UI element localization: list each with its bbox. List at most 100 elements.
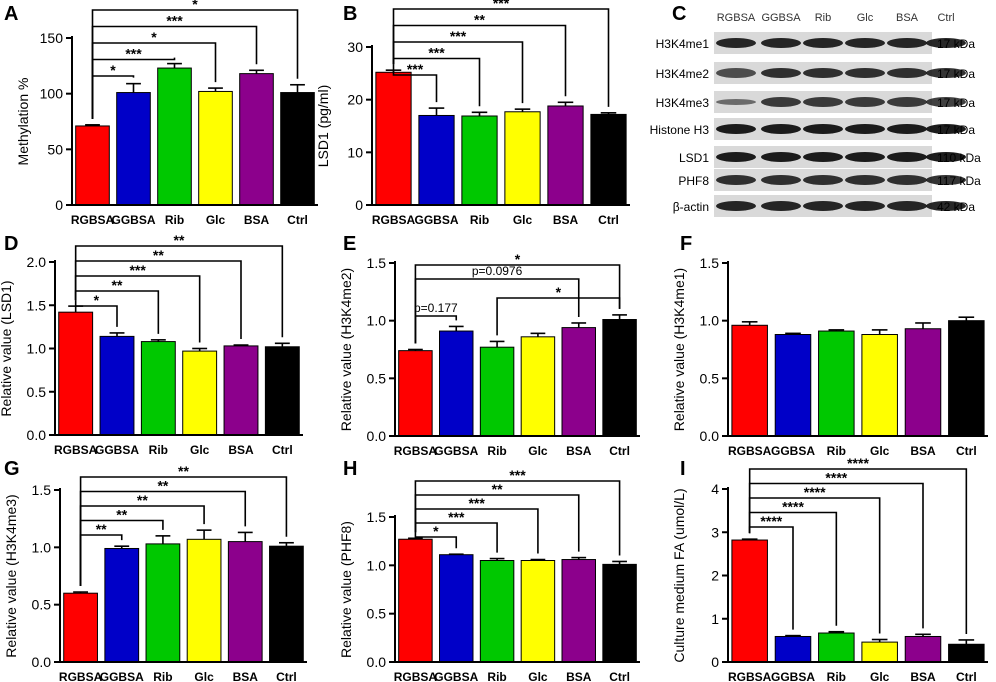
y-tick-label: 1.0: [700, 313, 720, 329]
band-size-label: 17 kDa: [937, 67, 975, 81]
bar-bsa: [547, 105, 584, 206]
x-tick-label: Ctrl: [598, 213, 619, 227]
bar-rgbsa: [731, 324, 768, 437]
x-tick-label: BSA: [566, 670, 592, 682]
significance-label: p=0.0976: [472, 264, 523, 278]
panel-letter: B: [343, 3, 357, 25]
significance-bracket: [74, 245, 284, 338]
x-tick-label: Ctrl: [956, 444, 977, 458]
significance-label: **: [492, 481, 503, 497]
significance-bracket: [414, 264, 621, 344]
band-size-label: 17 kDa: [937, 123, 975, 137]
x-tick-label: RGBSA: [372, 213, 416, 227]
bar-ggbsa: [116, 92, 151, 206]
significance-label: ***: [493, 0, 510, 11]
bar-glc: [182, 350, 218, 436]
y-tick-label: 0.0: [367, 428, 387, 444]
blot-band: [887, 97, 927, 107]
bar-rib: [140, 341, 176, 436]
blot-band: [887, 175, 927, 185]
bar-rgbsa: [398, 538, 433, 663]
significance-label: *: [433, 523, 439, 539]
bar-glc: [520, 560, 556, 663]
y-tick-label: 0: [355, 197, 363, 213]
x-tick-label: Rib: [165, 213, 184, 227]
significance-bracket: [79, 505, 205, 587]
significance-label: **: [96, 521, 107, 537]
y-tick-label: 0.5: [700, 370, 720, 386]
bar-bsa: [561, 327, 596, 437]
panel-letter: F: [680, 233, 692, 255]
significance-bracket: [414, 480, 621, 556]
blot-band: [761, 152, 801, 162]
y-tick-label: 0.5: [367, 370, 387, 386]
panel-letter: A: [4, 3, 18, 25]
protein-label: H3K4me1: [656, 37, 710, 51]
significance-label: *: [110, 62, 116, 78]
blot-band: [761, 97, 801, 107]
y-tick-label: 1: [711, 611, 719, 627]
panel-f: F 0.0 0.5 1.0 1.5 RGBSA GGBSA Rib Glc BSA Ctrl Rela…: [671, 233, 988, 458]
blot-band: [845, 68, 885, 78]
y-tick-label: 0: [55, 197, 63, 213]
bar-ctrl: [602, 319, 637, 437]
significance-label: **: [174, 232, 185, 248]
bar-ctrl: [602, 563, 637, 663]
x-tick-label: Glc: [528, 670, 548, 682]
y-tick-label: 10: [347, 144, 363, 160]
x-tick-label: RGBSA: [728, 670, 772, 682]
y-tick-label: 0: [711, 654, 719, 670]
significance-label: **: [153, 247, 164, 263]
significance-label: ***: [125, 46, 142, 62]
x-tick-label: Glc: [528, 444, 548, 458]
x-tick-label: Rib: [470, 213, 489, 227]
x-tick-label: BSA: [553, 213, 579, 227]
x-tick-label: Rib: [149, 443, 168, 457]
x-tick-label: Glc: [870, 444, 890, 458]
x-tick-label: Rib: [827, 444, 846, 458]
y-tick-label: 3: [711, 524, 719, 540]
y-tick-label: 0.5: [27, 384, 47, 400]
x-tick-label: RGBSA: [394, 444, 438, 458]
panel-letter: I: [680, 458, 686, 480]
band-size-label: 17 kDa: [937, 96, 975, 110]
y-tick-label: 0.5: [367, 606, 387, 622]
blot-band: [803, 124, 843, 134]
protein-label: H3K4me3: [656, 96, 710, 110]
x-tick-label: GGBSA: [771, 670, 815, 682]
significance-label: ****: [804, 484, 826, 500]
bar-bsa: [227, 541, 263, 663]
blot-band: [761, 175, 801, 185]
x-tick-label: Glc: [513, 213, 533, 227]
x-tick-label: RGBSA: [59, 670, 103, 682]
significance-label: ****: [760, 513, 782, 529]
lane-label: RGBSA: [717, 12, 756, 24]
bar-ctrl: [948, 643, 985, 663]
panel-letter: E: [343, 233, 356, 255]
bar-rgbsa: [375, 71, 412, 206]
x-tick-label: RGBSA: [71, 213, 115, 227]
bar-bsa: [223, 345, 259, 436]
protein-label: Histone H3: [650, 123, 710, 137]
blot-band: [926, 201, 966, 211]
blot-band: [803, 175, 843, 185]
x-tick-label: BSA: [910, 670, 936, 682]
y-tick-label: 1.0: [367, 313, 387, 329]
significance-label: ***: [448, 509, 465, 525]
y-axis-label: Relative value (H3K4me3): [3, 494, 19, 657]
bar-ggbsa: [774, 334, 812, 437]
y-tick-label: 0.0: [32, 654, 52, 670]
significance-bracket: [496, 297, 621, 336]
bar-rib: [145, 543, 181, 663]
bar-rgbsa: [58, 311, 94, 436]
significance-bracket: [91, 9, 299, 119]
blot-band: [803, 201, 843, 211]
x-tick-label: GGBSA: [414, 213, 458, 227]
blot-band: [761, 68, 801, 78]
significance-label: *: [515, 251, 521, 267]
x-tick-label: GGBSA: [111, 213, 155, 227]
